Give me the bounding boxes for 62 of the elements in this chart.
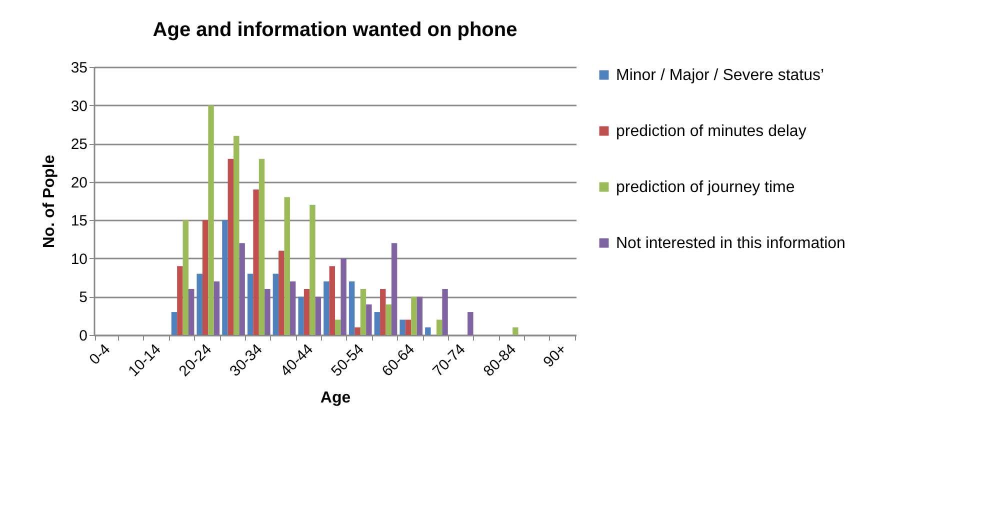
x-axis-title: Age (320, 389, 351, 406)
bar (253, 190, 259, 335)
bar (324, 281, 330, 335)
y-tick-label: 25 (70, 136, 88, 154)
bar (214, 281, 220, 335)
bar (366, 304, 372, 335)
bar (290, 281, 296, 335)
bar (278, 250, 284, 335)
bar (196, 274, 202, 335)
bar (177, 266, 183, 335)
bar (315, 296, 322, 335)
legend-label: prediction of journey time (616, 179, 795, 196)
bar (310, 204, 316, 335)
x-tick-label: 90+ (540, 340, 570, 371)
bar (234, 136, 240, 335)
y-tick-label: 20 (70, 174, 88, 192)
legend-label: Not interested in this information (616, 235, 846, 252)
bar (436, 320, 442, 335)
bar (202, 220, 208, 335)
bar (239, 243, 245, 335)
bar (468, 312, 474, 335)
bar (374, 312, 380, 335)
bar (258, 158, 265, 335)
bar (348, 281, 355, 335)
bar (340, 258, 346, 335)
bar (188, 289, 194, 335)
bar (391, 243, 398, 335)
bar (442, 289, 448, 335)
bar (335, 320, 341, 335)
x-tick-label: 0-4 (86, 340, 114, 368)
bar (416, 296, 423, 335)
bar (304, 289, 310, 335)
y-tick-label: 5 (79, 289, 88, 306)
y-tick-label: 0 (79, 328, 88, 344)
y-tick-label: 35 (70, 60, 88, 76)
bar (386, 304, 392, 335)
bar (171, 312, 178, 335)
bar (405, 320, 412, 335)
bar (222, 220, 228, 335)
y-tick-label: 30 (70, 98, 88, 115)
y-axis-title: No. of Pople (40, 154, 58, 248)
bar (228, 158, 234, 335)
y-tick-label: 15 (70, 212, 88, 230)
bar (264, 289, 270, 335)
bar (354, 327, 360, 335)
chart-title: Age and information wanted on phone (152, 19, 518, 41)
legend-label: prediction of minutes delay (616, 123, 806, 140)
bar (512, 327, 518, 335)
bar (247, 274, 254, 335)
bar (400, 320, 406, 335)
bar (425, 327, 431, 335)
bar (380, 289, 386, 335)
bar (208, 105, 214, 335)
legend-label: Minor / Major / Severe status’ (616, 67, 824, 84)
bar (284, 197, 290, 335)
y-tick-label: 10 (70, 250, 88, 268)
bar (272, 274, 279, 335)
bar (329, 266, 335, 335)
bar (411, 296, 417, 335)
bar (182, 220, 188, 335)
bar (360, 289, 366, 335)
bar (298, 296, 304, 335)
